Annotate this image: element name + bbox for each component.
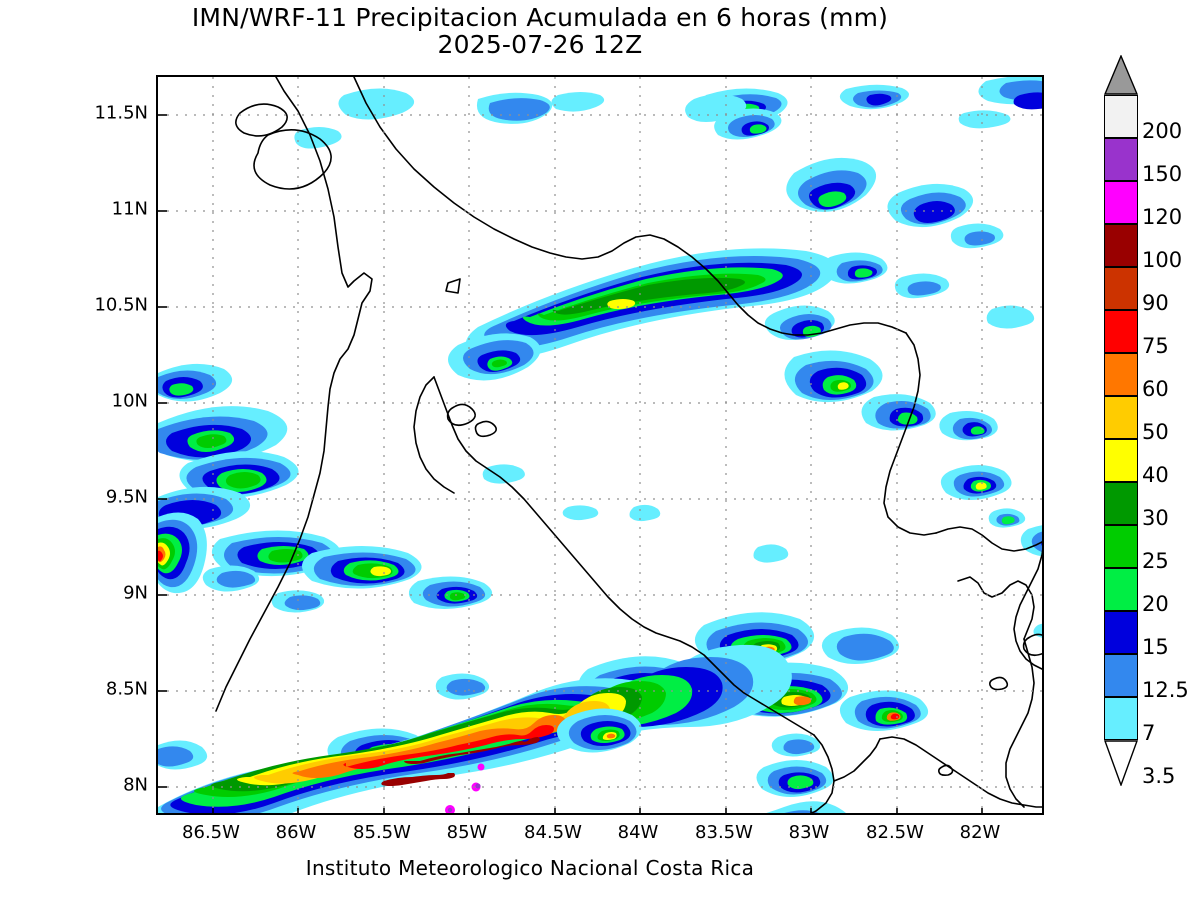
- ytick-label-9-5n: 9.5N: [105, 486, 148, 508]
- figure-caption: Instituto Meteorologico Nacional Costa R…: [305, 856, 755, 880]
- map-canvas: [158, 77, 1042, 813]
- colorbar-label-30: 30: [1142, 506, 1169, 530]
- ytick-label-11-5n: 11.5N: [94, 102, 148, 124]
- colorbar-band-120: [1104, 181, 1138, 224]
- xtick-label-82w: 82W: [959, 822, 1001, 843]
- colorbar-band-75: [1104, 310, 1138, 353]
- xtick-label-83-5w: 83.5W: [695, 822, 753, 843]
- xtick-label-85w: 85W: [446, 822, 488, 843]
- xtick-label-86w: 86W: [275, 822, 317, 843]
- colorbar-label-120: 120: [1142, 205, 1183, 229]
- colorbar-label-40: 40: [1142, 463, 1169, 487]
- colorbar-band-12-5: [1104, 654, 1138, 697]
- colorbar-band-7: [1104, 697, 1138, 740]
- colorbar-band-50: [1104, 396, 1138, 439]
- grid-lines: [158, 77, 1042, 813]
- colorbar-label-12-5: 12.5: [1142, 678, 1189, 702]
- xtick-label-84-5w: 84.5W: [524, 822, 582, 843]
- precip-cluster-northeast: [764, 183, 1004, 340]
- colorbar-label-20: 20: [1142, 592, 1169, 616]
- colorbar-label-150: 150: [1142, 162, 1183, 186]
- colorbar-under-cap: [1104, 740, 1138, 786]
- figure-title: IMN/WRF-11 Precipitacion Acumulada en 6 …: [0, 4, 1080, 58]
- colorbar-band-200: [1104, 95, 1138, 138]
- colorbar-band-60: [1104, 353, 1138, 396]
- colorbar-band-20: [1104, 568, 1138, 611]
- ytick-label-8-5n: 8.5N: [105, 678, 148, 700]
- coastline-layer: [215, 77, 1042, 813]
- title-line-2: 2025-07-26 12Z: [437, 30, 643, 59]
- colorbar-label-50: 50: [1142, 420, 1169, 444]
- colorbar-band-40: [1104, 439, 1138, 482]
- colorbar-label-200: 200: [1142, 119, 1183, 143]
- precip-cluster-pacific-southwest-major: [158, 644, 792, 813]
- xtick-label-85-5w: 85.5W: [353, 822, 411, 843]
- axis-ticks: [158, 114, 983, 813]
- xtick-label-83w: 83W: [788, 822, 830, 843]
- colorbar: [1104, 55, 1138, 786]
- colorbar-label-75: 75: [1142, 334, 1169, 358]
- colorbar-band-30: [1104, 482, 1138, 525]
- colorbar-band-15: [1104, 611, 1138, 654]
- colorbar-band-150: [1104, 138, 1138, 181]
- colorbar-label-60: 60: [1142, 377, 1169, 401]
- xtick-label-86-5w: 86.5W: [182, 822, 240, 843]
- colorbar-over-cap: [1104, 55, 1138, 95]
- ytick-label-9n: 9N: [123, 582, 148, 604]
- ytick-label-10n: 10N: [111, 390, 148, 412]
- colorbar-band-25: [1104, 525, 1138, 568]
- precip-cluster-south-coast: [766, 801, 846, 813]
- ytick-label-11n: 11N: [111, 198, 148, 220]
- precip-cluster-north-caribbean: [476, 77, 1042, 212]
- precip-cluster-pacific-northwest: [158, 363, 599, 613]
- xtick-label-82-5w: 82.5W: [866, 822, 924, 843]
- colorbar-label-7: 7: [1142, 721, 1156, 745]
- colorbar-label-90: 90: [1142, 291, 1169, 315]
- map-frame: [156, 75, 1044, 815]
- precipitation-field: [158, 77, 1042, 813]
- colorbar-band-100: [1104, 224, 1138, 267]
- map-plot-area: [156, 75, 1044, 815]
- colorbar-band-90: [1104, 267, 1138, 310]
- colorbar-label-15: 15: [1142, 635, 1169, 659]
- ytick-label-10-5n: 10.5N: [94, 294, 148, 316]
- xtick-label-84w: 84W: [617, 822, 659, 843]
- colorbar-label-100: 100: [1142, 248, 1183, 272]
- ytick-label-8n: 8N: [123, 774, 148, 796]
- title-line-1: IMN/WRF-11 Precipitacion Acumulada en 6 …: [191, 3, 889, 32]
- colorbar-label-3-5: 3.5: [1142, 764, 1176, 788]
- colorbar-label-25: 25: [1142, 549, 1169, 573]
